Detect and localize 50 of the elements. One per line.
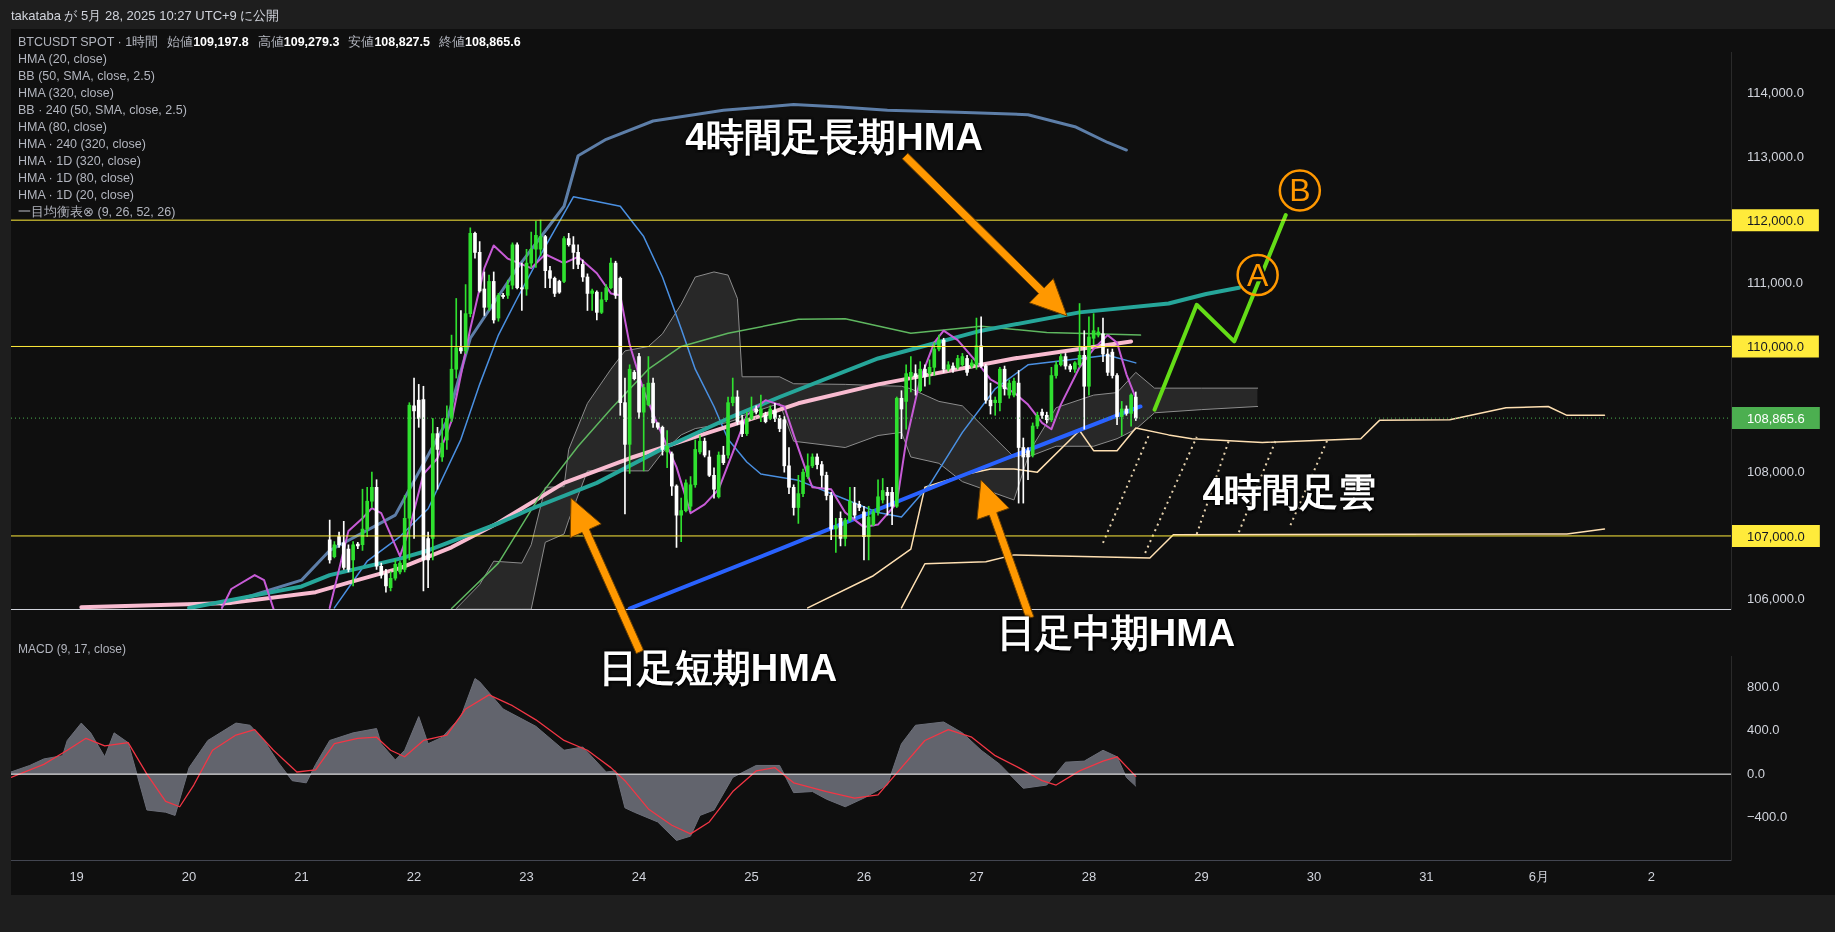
text: 高値109,279.3 (257, 35, 340, 49)
x-tick-label: 6月 (1528, 869, 1549, 885)
annotation: HMA · 1D (80, close) (18, 170, 135, 187)
x-tick-label: 19 (69, 869, 84, 885)
annotation: BB (50, SMA, close, 2.5) (18, 68, 156, 85)
annotation: HMA · 1D (20, close) (18, 187, 135, 204)
y-tick-label: 113,000.0 (1747, 148, 1804, 164)
y-tick-label: −400.0 (1747, 809, 1788, 825)
x-tick-label: 30 (1306, 869, 1322, 885)
y-tick-label: 108,000.0 (1747, 464, 1805, 480)
annotation: HMA · 240 (320, close) (18, 136, 147, 153)
ref-line-label: 110,000.0 (1747, 339, 1804, 355)
y-tick-label: 114,000.0 (1747, 85, 1804, 101)
text: 始値109,197.8 (167, 35, 249, 49)
y-tick-label: 106,000.0 (1747, 590, 1805, 606)
text: 安値108,827.5 (348, 35, 430, 49)
ref-line-label: 108,865.6 (1747, 410, 1805, 426)
y-tick-label: 400.0 (1747, 722, 1780, 738)
x-tick-label: 26 (856, 869, 872, 885)
x-tick-label: 25 (744, 869, 759, 885)
annotation: HMA (20, close) (18, 51, 108, 68)
chart-title: MACD (9, 17, close) (18, 642, 127, 656)
annotation: 一目均衡表⊗ (9, 26, 52, 26) (18, 204, 177, 221)
x-tick-label: 27 (969, 869, 984, 885)
x-tick-label: 24 (631, 869, 647, 885)
x-tick-label: 21 (294, 869, 309, 885)
annotation: BB · 240 (50, SMA, close, 2.5) (18, 102, 188, 119)
annotation: 4時間足雲 (1202, 471, 1376, 513)
text: 日足中期HMA (996, 612, 1236, 654)
y-tick-label: 800.0 (1747, 678, 1780, 694)
annotation: HMA (320, close) (18, 85, 115, 102)
text: 終値108,865.6 (438, 35, 521, 49)
text: takataba が 5月 28, 2025 10:27 UTC+9 に公開 (11, 7, 280, 25)
ref-line-label: 112,000.0 (1747, 212, 1804, 228)
y-tick-label: 111,000.0 (1747, 274, 1803, 290)
annotation: B (1289, 172, 1311, 209)
y-tick-label: 0.0 (1747, 765, 1766, 781)
annotation: 日足短期HMA (598, 647, 838, 689)
annotation: HMA · 1D (320, close) (18, 153, 142, 170)
x-tick-label: 22 (406, 869, 422, 885)
annotation: HMA (80, close) (18, 119, 108, 136)
x-tick-label: 31 (1419, 869, 1434, 885)
x-tick-label: 2 (1647, 869, 1655, 885)
x-tick-label: 20 (181, 869, 197, 885)
x-tick-label: 23 (519, 869, 534, 885)
x-tick-label: 28 (1081, 869, 1097, 885)
chart-title: BTCUSDT SPOT · 1時間 (18, 35, 159, 49)
annotation: 4時間足長期HMA (685, 116, 983, 158)
ref-line-label: 107,000.0 (1747, 528, 1805, 544)
x-tick-label: 29 (1194, 869, 1209, 885)
